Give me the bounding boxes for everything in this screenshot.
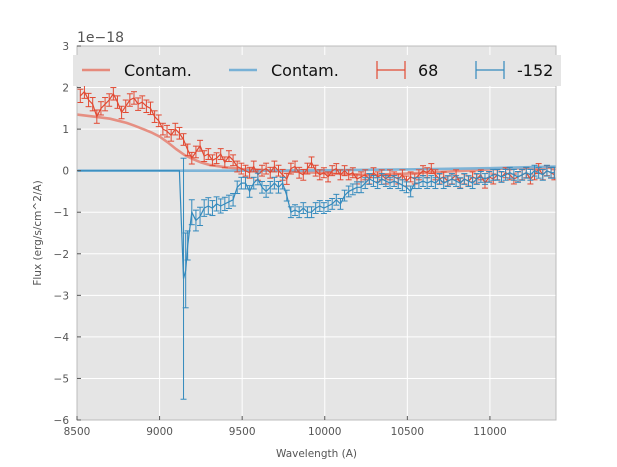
grid-lines bbox=[76, 45, 556, 421]
errorbar-series-1 bbox=[77, 157, 556, 400]
x-tick-label: 9000 bbox=[146, 426, 173, 438]
series-line-0 bbox=[79, 90, 555, 185]
x-tick-label: 8500 bbox=[64, 426, 91, 438]
y-offset-text: 1e−18 bbox=[77, 30, 124, 46]
series-layer bbox=[77, 84, 556, 400]
y-axis-label: Flux (erg/s/cm^2/A) bbox=[32, 180, 44, 285]
y-tick-label: −6 bbox=[54, 415, 70, 427]
y-tick-label: 0 bbox=[62, 166, 69, 178]
y-tick-label: −1 bbox=[54, 207, 69, 219]
legend-label: -152 bbox=[517, 61, 553, 80]
legend-label: Contam. bbox=[271, 61, 339, 80]
x-axis-label: Wavelength (A) bbox=[276, 448, 357, 460]
x-tick-label: 11000 bbox=[473, 426, 506, 438]
y-tick-label: −5 bbox=[54, 373, 69, 385]
y-tick-label: 1 bbox=[62, 124, 69, 136]
plot-background bbox=[77, 46, 556, 420]
tick-layer: 8500 9000 9500 10000 10500 11000 −6 −5 −4 −3 −2 −1 0… bbox=[54, 41, 507, 438]
y-tick-label: −4 bbox=[54, 332, 70, 344]
y-tick-label: 2 bbox=[62, 83, 69, 95]
plot-frame bbox=[76, 45, 557, 421]
y-tick-label: −3 bbox=[54, 290, 69, 302]
errorbar-series-0 bbox=[77, 84, 556, 189]
legend-label: Contam. bbox=[124, 61, 192, 80]
y-tick-label: 3 bbox=[62, 41, 69, 53]
legend: Contam. Contam. 68 -152 bbox=[73, 55, 561, 86]
legend-label: 68 bbox=[418, 61, 438, 80]
x-tick-label: 10500 bbox=[391, 426, 424, 438]
y-tick-label: −2 bbox=[54, 249, 69, 261]
x-tick-label: 10000 bbox=[308, 426, 341, 438]
x-tick-label: 9500 bbox=[229, 426, 256, 438]
